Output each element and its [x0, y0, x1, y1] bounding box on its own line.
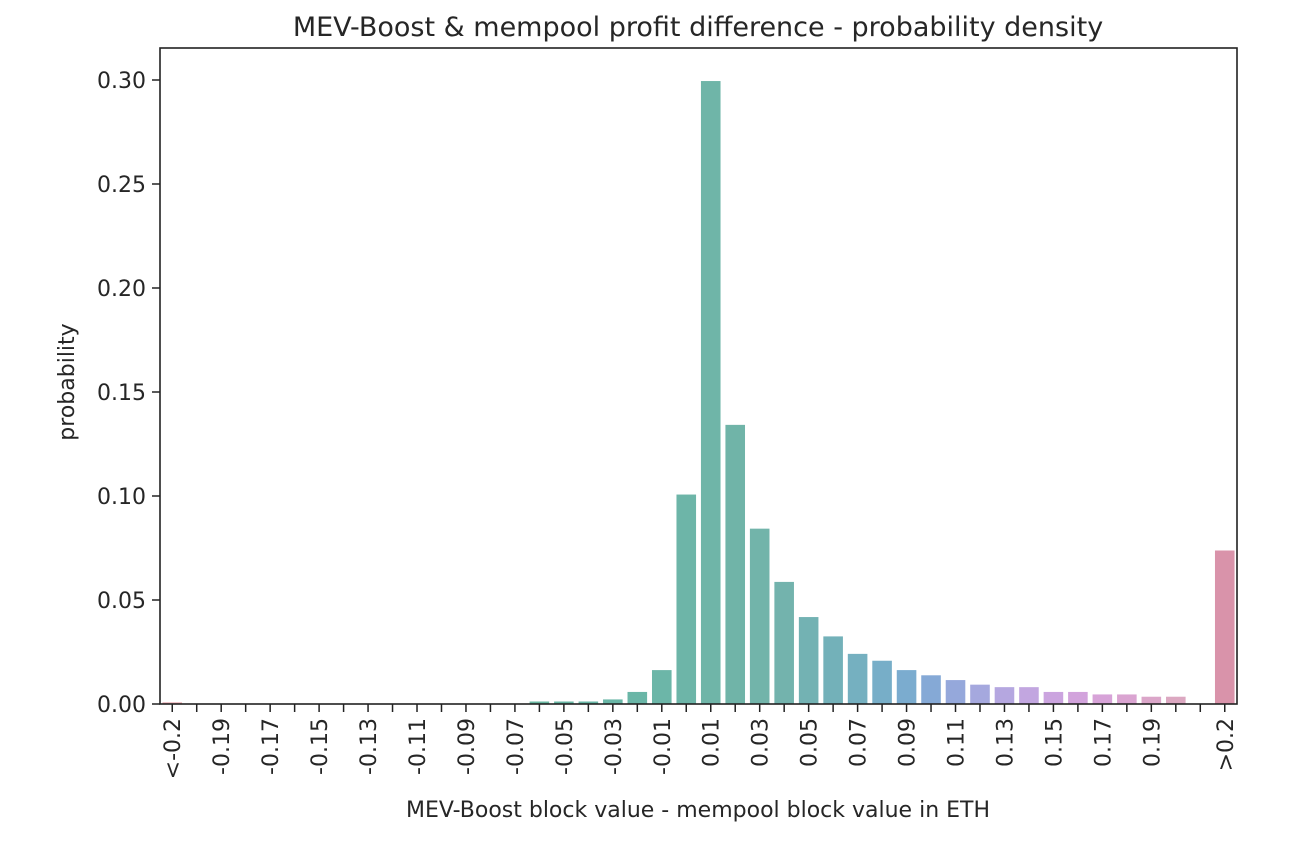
- bar: [823, 636, 843, 704]
- x-tick-label: 0.09: [896, 718, 921, 767]
- bar: [529, 701, 550, 704]
- x-tick-label: -0.13: [357, 718, 382, 775]
- x-tick-label: 0.17: [1091, 718, 1116, 767]
- y-tick-label: 0.05: [97, 589, 146, 614]
- bar: [1117, 694, 1137, 704]
- y-tick-label: 0.30: [97, 69, 146, 94]
- bar: [847, 653, 868, 704]
- bar: [676, 494, 697, 704]
- x-tick-label: -0.17: [259, 718, 284, 775]
- x-tick-label: -0.19: [210, 718, 235, 775]
- x-tick-label: 0.07: [847, 718, 872, 767]
- x-tick-label: 0.11: [945, 718, 970, 767]
- x-tick-label: <-0.2: [161, 718, 186, 779]
- bar: [798, 617, 819, 704]
- x-axis-label: MEV-Boost block value - mempool block va…: [406, 798, 990, 823]
- x-tick-label: -0.03: [602, 718, 627, 775]
- bars: [162, 81, 1235, 705]
- bar: [994, 687, 1015, 704]
- bar: [1092, 694, 1113, 704]
- bar: [896, 670, 917, 704]
- bar: [1068, 691, 1088, 704]
- bar: [945, 680, 966, 704]
- bar: [651, 670, 672, 704]
- y-tick-label: 0.00: [97, 693, 146, 718]
- x-tick-label: -0.01: [651, 718, 676, 775]
- bar: [1043, 691, 1064, 704]
- y-tick-label: 0.25: [97, 173, 146, 198]
- y-tick-label: 0.10: [97, 485, 146, 510]
- x-tick-label: 0.15: [1042, 718, 1067, 767]
- x-axis: <-0.2 -0.19 -0.17 -0.15 -0.13 -0.11 -0.09 -0.07…: [161, 704, 1239, 779]
- y-axis-label: probability: [55, 323, 80, 440]
- y-axis: 0.00 0.05 0.10 0.15 0.20 0.25 0.30: [97, 69, 160, 718]
- bar: [970, 684, 990, 704]
- bar: [921, 675, 941, 704]
- x-tick-label: 0.13: [993, 718, 1018, 767]
- bar: [749, 528, 770, 704]
- bar: [1019, 687, 1039, 704]
- bar: [603, 699, 623, 704]
- y-tick-label: 0.15: [97, 381, 146, 406]
- y-tick-label: 0.20: [97, 277, 146, 302]
- bar: [162, 702, 183, 704]
- bar: [1166, 696, 1186, 704]
- x-tick-label: -0.09: [455, 718, 480, 775]
- x-tick-label: 0.01: [700, 718, 725, 767]
- x-tick-label: -0.07: [504, 718, 529, 775]
- bar: [627, 691, 648, 704]
- x-tick-label: -0.05: [553, 718, 578, 775]
- x-tick-label: -0.11: [406, 718, 431, 775]
- x-tick-label: >0.2: [1214, 718, 1239, 771]
- bar: [1141, 696, 1162, 704]
- x-tick-label: 0.03: [749, 718, 774, 767]
- chart-title: MEV-Boost & mempool profit difference - …: [293, 12, 1103, 43]
- plot-frame: [159, 47, 1238, 705]
- x-tick-label: -0.15: [308, 718, 333, 775]
- x-tick-label: 0.19: [1140, 718, 1165, 767]
- bar: [700, 81, 721, 705]
- bar: [872, 660, 892, 704]
- x-tick-label: 0.05: [798, 718, 823, 767]
- bar: [554, 701, 574, 704]
- bar: [578, 701, 599, 704]
- bar: [1214, 550, 1235, 704]
- bar: [725, 424, 746, 704]
- bar: [774, 581, 794, 704]
